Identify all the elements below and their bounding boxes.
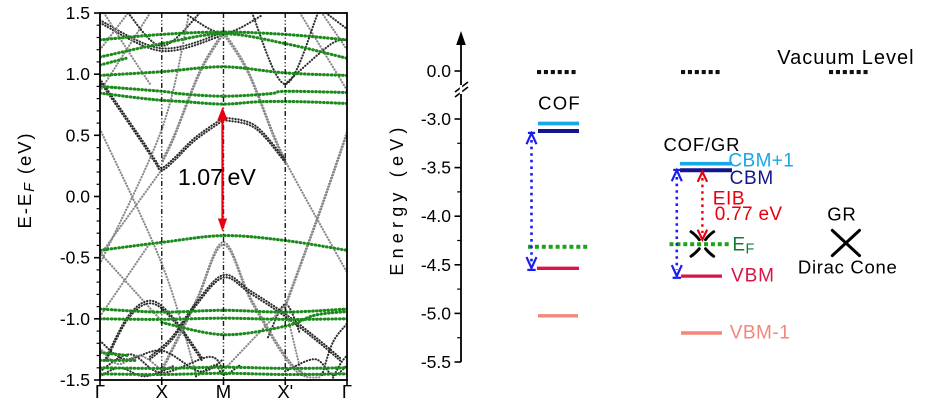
svg-text:COF: COF: [538, 93, 581, 114]
svg-text:GR: GR: [827, 204, 856, 225]
svg-text:VBM-1: VBM-1: [730, 322, 791, 343]
svg-text:CBM: CBM: [730, 168, 774, 189]
svg-text:-0.5: -0.5: [60, 248, 90, 268]
svg-text:eV: eV: [228, 164, 257, 190]
svg-text:COF/GR: COF/GR: [664, 134, 741, 155]
svg-text:0.0: 0.0: [427, 61, 452, 81]
svg-text:-5.5: -5.5: [421, 352, 451, 372]
svg-text:1.5: 1.5: [66, 3, 90, 23]
svg-text:-3.5: -3.5: [421, 158, 451, 178]
svg-text:-4.5: -4.5: [421, 255, 451, 275]
svg-text:-1.0: -1.0: [60, 309, 90, 329]
svg-text:-5.0: -5.0: [421, 303, 451, 323]
svg-text:Dirac Cone: Dirac Cone: [798, 256, 898, 277]
svg-text:CBM+1: CBM+1: [728, 150, 794, 171]
svg-text:Γ: Γ: [95, 381, 105, 402]
svg-text:VBM: VBM: [731, 266, 775, 287]
svg-text:-3.0: -3.0: [421, 109, 451, 129]
svg-text:1.0: 1.0: [66, 64, 91, 84]
svg-text:E-EF (eV): E-EF (eV): [14, 132, 38, 229]
svg-text:Vacuum Level: Vacuum Level: [777, 47, 914, 69]
svg-text:Energy (eV): Energy (eV): [387, 122, 407, 275]
svg-text:-4.0: -4.0: [421, 206, 451, 226]
svg-text:EIB: EIB: [713, 188, 745, 209]
svg-text:M: M: [216, 381, 231, 402]
svg-text:X: X: [156, 381, 168, 402]
svg-text:0.77 eV: 0.77 eV: [715, 204, 783, 225]
svg-text:X': X': [277, 381, 293, 402]
svg-text:-1.5: -1.5: [60, 370, 90, 390]
svg-text:1.07: 1.07: [178, 164, 223, 190]
svg-text:0.5: 0.5: [66, 125, 90, 145]
svg-text:Γ: Γ: [342, 381, 352, 402]
svg-text:0.0: 0.0: [66, 187, 91, 207]
